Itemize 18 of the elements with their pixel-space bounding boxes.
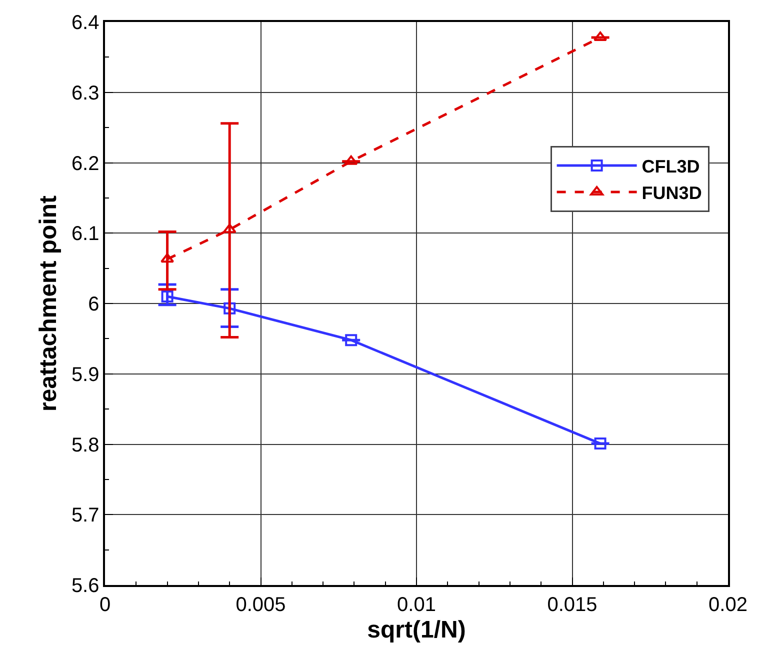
x-tick-label: 0 — [99, 594, 111, 616]
y-tick-label: 6.2 — [71, 152, 100, 175]
y-tick-label: 6.1 — [71, 223, 100, 246]
y-tick-label: 5.7 — [71, 504, 100, 527]
y-tick-label: 6.3 — [71, 82, 100, 104]
y-tick-label: 5.8 — [71, 434, 100, 456]
y-tick-label: 6 — [88, 294, 100, 316]
y-tick-label: 6.4 — [71, 12, 100, 34]
x-axis-title: sqrt(1/N) — [367, 616, 466, 644]
y-tick-label: 5.9 — [71, 364, 100, 386]
x-tick-label: 0.01 — [397, 594, 436, 616]
legend-label: FUN3D — [642, 182, 702, 203]
y-axis-title: reattachment point — [35, 195, 62, 412]
x-tick-label: 0.02 — [708, 594, 748, 616]
legend-label: CFL3D — [642, 156, 700, 177]
y-tick-label: 5.6 — [71, 575, 100, 597]
x-tick-label: 0.005 — [236, 594, 286, 616]
x-tick-label: 0.015 — [547, 594, 598, 616]
